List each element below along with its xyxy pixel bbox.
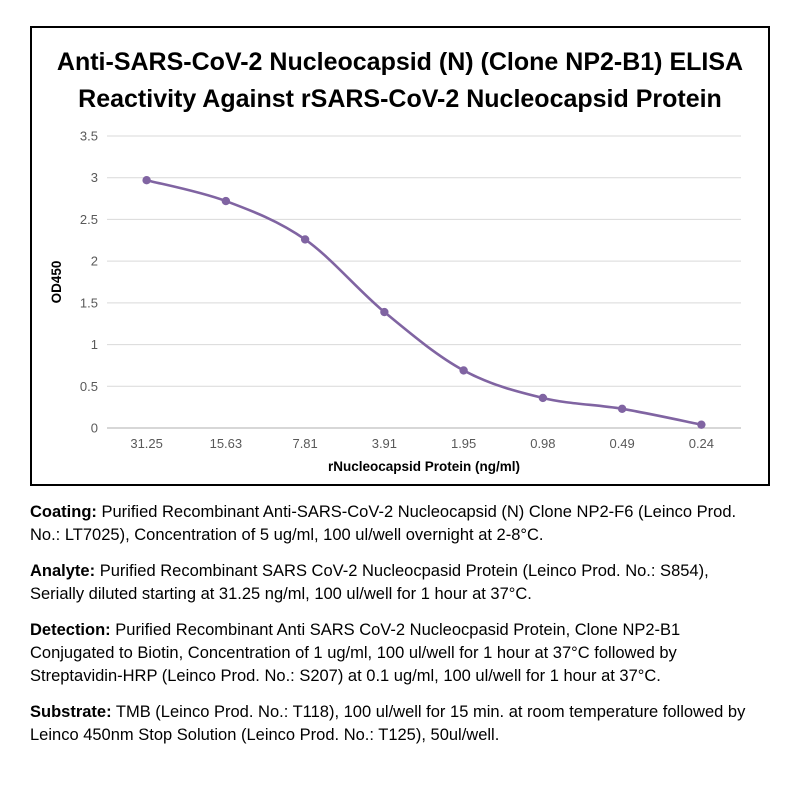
elisa-figure: Anti-SARS-CoV-2 Nucleocapsid (N) (Clone … [30, 26, 770, 486]
y-tick-label: 0 [91, 421, 98, 436]
line-chart: 0 0.5 1 1.5 2 2.5 3 3.5 31.25 15.63 7.81 3.91 1.95 0.… [45, 122, 755, 474]
series-line [145, 178, 703, 426]
x-tick-label: 31.25 [130, 436, 163, 451]
y-tick-label: 3 [91, 170, 98, 185]
note-detection-label: Detection: [30, 621, 111, 639]
x-tick-label: 7.81 [292, 436, 317, 451]
chart-title-line-2: Reactivity Against rSARS-CoV-2 Nucleocap… [78, 85, 722, 113]
note-coating-label: Coating: [30, 503, 97, 521]
assay-notes: Coating: Purified Recombinant Anti-SARS-… [30, 501, 766, 747]
note-analyte-text: Purified Recombinant SARS CoV-2 Nucleocp… [30, 562, 709, 603]
note-analyte: Analyte: Purified Recombinant SARS CoV-2… [30, 560, 766, 606]
data-point-marker [697, 420, 706, 429]
data-point-marker [538, 393, 548, 403]
x-tick-label: 0.98 [530, 436, 555, 451]
data-point-marker [142, 176, 151, 185]
data-point-marker [380, 307, 389, 317]
note-coating-text: Purified Recombinant Anti-SARS-CoV-2 Nuc… [30, 503, 737, 544]
data-point-marker [459, 366, 468, 375]
x-tick-label: 0.49 [609, 436, 634, 451]
x-tick-label: 0.24 [689, 436, 714, 451]
y-tick-label: 1.5 [80, 295, 98, 310]
note-analyte-label: Analyte: [30, 562, 96, 580]
x-tick-label: 1.95 [451, 436, 476, 451]
data-point-marker [221, 196, 231, 206]
note-detection-text: Purified Recombinant Anti SARS CoV-2 Nuc… [30, 621, 681, 685]
data-point-marker [300, 235, 310, 244]
x-tick-label: 3.91 [372, 436, 397, 451]
note-substrate-label: Substrate: [30, 703, 112, 721]
y-tick-label: 0.5 [80, 379, 98, 394]
x-axis-title: rNucleocapsid Protein (ng/ml) [328, 459, 520, 474]
note-detection: Detection: Purified Recombinant Anti SAR… [30, 619, 766, 688]
y-tick-label: 2 [91, 254, 98, 269]
elisa-reactivity-chart: 0 0.5 1 1.5 2 2.5 3 3.5 31.25 15.63 7.81 3.91 1.95 0.… [49, 129, 741, 474]
note-substrate-text: TMB (Leinco Prod. No.: T118), 100 ul/wel… [30, 703, 746, 744]
note-substrate: Substrate: TMB (Leinco Prod. No.: T118),… [30, 701, 766, 747]
y-axis-title: OD450 [49, 261, 64, 304]
chart-title: Anti-SARS-CoV-2 Nucleocapsid (N) (Clone … [42, 44, 758, 118]
note-coating: Coating: Purified Recombinant Anti-SARS-… [30, 501, 766, 547]
y-tick-label: 1 [91, 337, 98, 352]
x-tick-label: 15.63 [210, 436, 243, 451]
y-tick-label: 3.5 [80, 129, 98, 144]
y-tick-label: 2.5 [80, 212, 98, 227]
data-point-marker [617, 404, 627, 414]
chart-title-line-1: Anti-SARS-CoV-2 Nucleocapsid (N) (Clone … [56, 48, 744, 76]
